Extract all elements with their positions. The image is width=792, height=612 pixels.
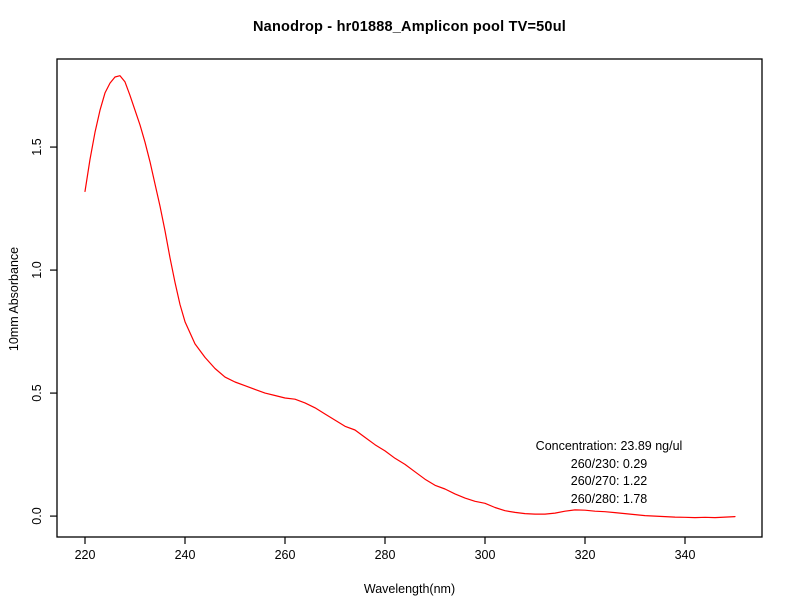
annotation-line: Concentration: 23.89 ng/ul <box>535 439 683 453</box>
y-axis-label: 10mm Absorbance <box>7 246 21 352</box>
annotation-line: 260/230: 0.29 <box>570 456 648 471</box>
x-tick-label: 300 <box>474 548 496 562</box>
x-tick-label: 340 <box>674 548 696 562</box>
plot-box <box>56 58 763 538</box>
x-tick-label: 220 <box>74 548 96 562</box>
annotation-block: Concentration: 23.89 ng/ul 260/230: 0.29 2… <box>449 438 769 508</box>
y-tick-label: 0.0 <box>30 507 44 525</box>
annotation-line: 260/270: 1.22 <box>570 474 648 488</box>
x-tick-label: 240 <box>174 548 196 562</box>
x-axis-label: Wavelength(nm) <box>363 582 456 596</box>
y-tick-label: 1.0 <box>30 261 44 279</box>
y-tick-label: 1.5 <box>30 138 44 156</box>
x-tick-label: 280 <box>374 548 396 562</box>
y-tick-label: 0.5 <box>30 384 44 402</box>
x-tick-label: 260 <box>274 548 296 562</box>
spectrum-line <box>84 75 736 519</box>
annotation-line: 260/280: 1.78 <box>570 491 648 506</box>
x-tick-label: 320 <box>574 548 596 562</box>
chart-title: Nanodrop - hr01888_Amplicon pool TV=50ul <box>253 19 566 35</box>
